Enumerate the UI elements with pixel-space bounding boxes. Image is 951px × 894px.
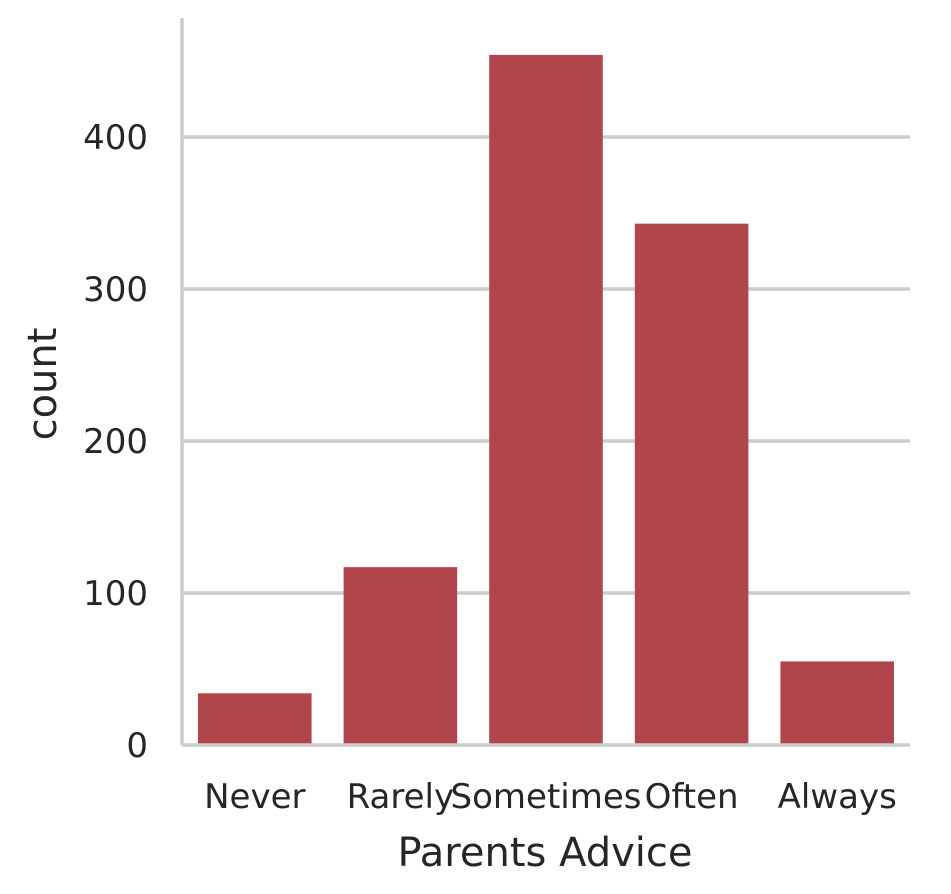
bars xyxy=(198,54,894,746)
bar-rarely xyxy=(343,567,458,745)
x-tick-label-sometimes: Sometimes xyxy=(451,777,642,817)
y-tick-label-0: 0 xyxy=(126,726,148,766)
y-tick-label-200: 200 xyxy=(83,422,148,462)
y-tick-label-300: 300 xyxy=(83,270,148,310)
y-tick-label-400: 400 xyxy=(83,118,148,158)
bar-often xyxy=(634,223,749,745)
y-tick-label-100: 100 xyxy=(83,574,148,614)
x-tick-label-never: Never xyxy=(204,777,305,817)
x-tick-label-always: Always xyxy=(778,777,897,817)
bar-sometimes xyxy=(489,54,603,746)
y-tick-labels: 0 100 200 300 400 xyxy=(83,118,148,766)
x-tick-label-rarely: Rarely xyxy=(347,777,454,817)
bar-never xyxy=(198,693,312,745)
x-axis-title: Parents Advice xyxy=(397,830,692,876)
x-tick-label-often: Often xyxy=(645,777,739,817)
bar-always xyxy=(780,661,894,745)
y-axis-title: count xyxy=(20,328,66,441)
axes xyxy=(180,18,910,747)
